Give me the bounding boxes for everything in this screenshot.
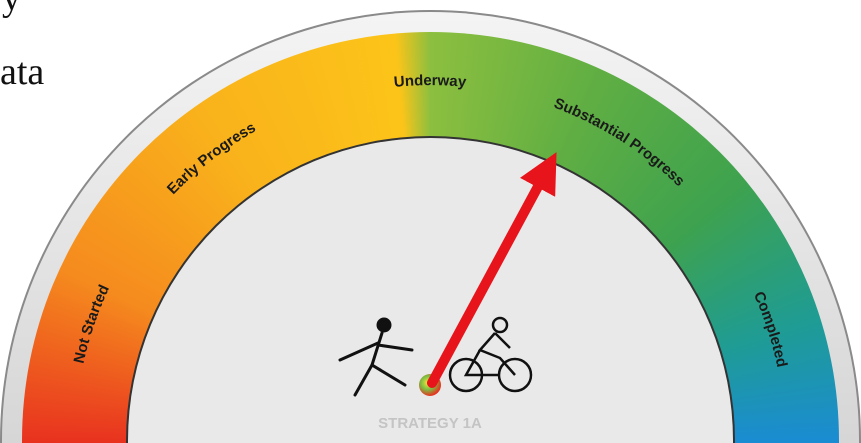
cyclist-icon [448, 316, 533, 393]
gauge-label-path: Early Progress [164, 119, 259, 198]
gauge-label: Early Progress [164, 119, 259, 198]
text-fragment: ata [0, 51, 44, 93]
gauge-label-path: Not Started [71, 282, 113, 365]
gauge-label-path: Substantial Progress [552, 95, 688, 190]
gauge-label-path: Underway [393, 72, 468, 91]
caption: STRATEGY 1A [378, 415, 482, 432]
gauge-label: Completed [750, 289, 790, 369]
gauge-label: Substantial Progress [552, 95, 688, 190]
pointer-arrow [427, 152, 557, 388]
text-fragment: y [2, 0, 21, 19]
walker-icon [338, 317, 414, 397]
gauge-label: Underway [393, 72, 468, 91]
gauge-label-path: Completed [750, 289, 790, 369]
gauge-label: Not Started [71, 282, 113, 365]
